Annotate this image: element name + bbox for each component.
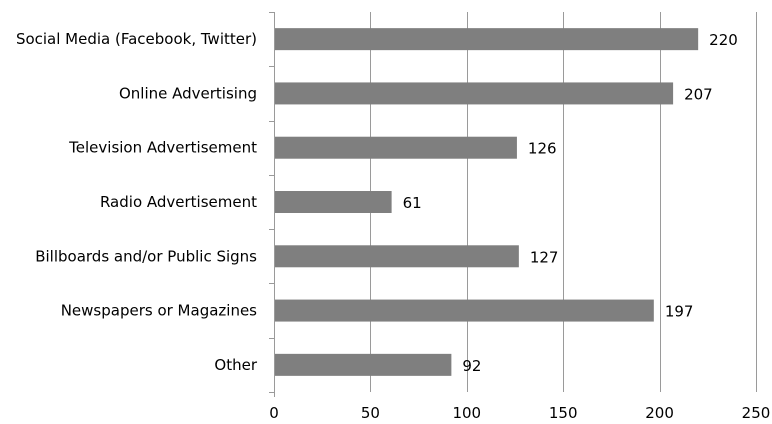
bar (275, 353, 452, 376)
bar (275, 191, 392, 213)
category-axis (269, 12, 275, 397)
data-label: 197 (665, 303, 694, 321)
data-label: 220 (709, 31, 738, 49)
category-label: Billboards and/or Public Signs (35, 247, 257, 265)
bar (275, 136, 517, 159)
bar (275, 299, 654, 322)
data-label: 207 (684, 85, 713, 103)
category-label: Radio Advertisement (100, 193, 257, 211)
category-labels: Social Media (Facebook, Twitter) Online A… (16, 30, 258, 374)
x-tick-label: 200 (645, 404, 674, 422)
data-label: 126 (528, 140, 557, 158)
value-axis-ticks: 0 50 100 150 200 250 (269, 404, 770, 422)
category-label: Other (214, 356, 257, 374)
category-label: Television Advertisement (68, 139, 257, 157)
data-label: 127 (530, 248, 559, 266)
data-label: 92 (462, 357, 481, 375)
x-tick-label: 50 (361, 404, 380, 422)
x-tick-label: 250 (742, 404, 771, 422)
category-label: Social Media (Facebook, Twitter) (16, 30, 257, 48)
x-tick-label: 0 (269, 404, 279, 422)
bar (275, 28, 699, 51)
data-label: 61 (403, 194, 422, 212)
bars (275, 28, 699, 376)
gridlines (370, 12, 757, 392)
x-tick-label: 100 (452, 404, 481, 422)
bar (275, 82, 674, 105)
bar (275, 245, 519, 268)
data-labels: 220 207 126 61 127 197 92 (403, 31, 738, 375)
x-tick-label: 150 (549, 404, 578, 422)
category-label: Newspapers or Magazines (61, 302, 257, 320)
category-label: Online Advertising (119, 84, 257, 102)
